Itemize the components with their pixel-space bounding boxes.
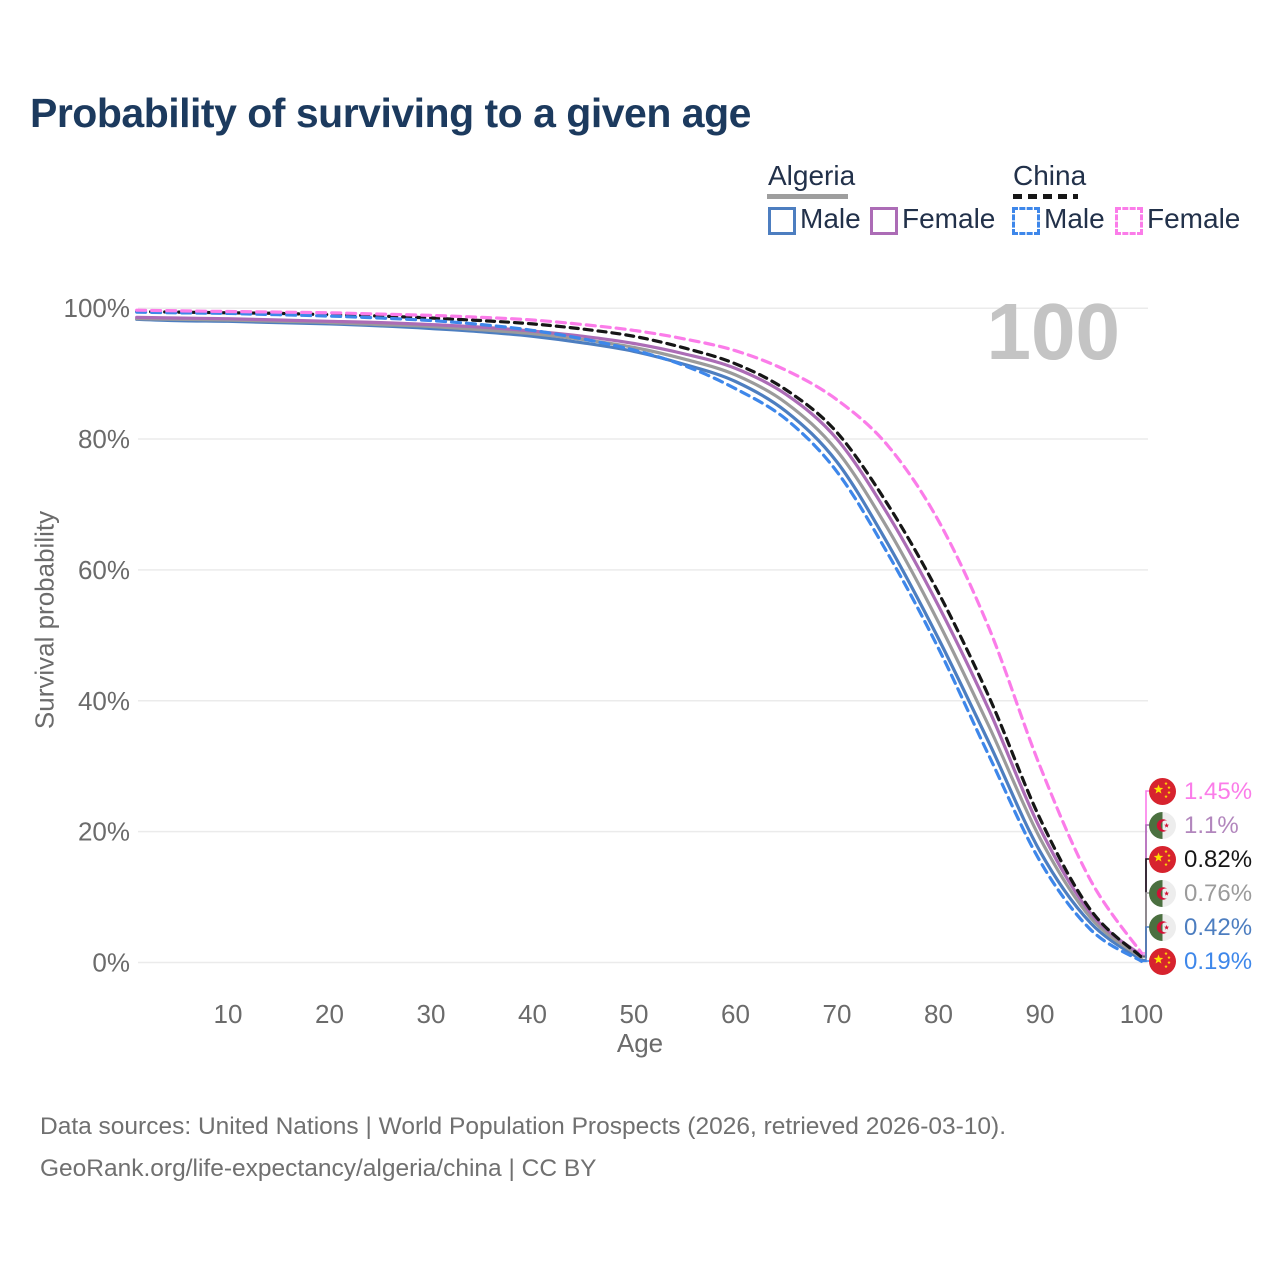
legend-underline-china [1013,194,1078,199]
end-label-row-algeria-total: 0.76% [1149,879,1252,907]
series-algeria-male-line[interactable] [135,317,1144,962]
x-tick-label: 20 [315,999,344,1029]
end-label-connector-algeria-male [1143,926,1150,961]
legend-country-china: China [1013,160,1087,191]
end-label-connector-algeria-total [1143,892,1150,959]
end-label-row-algeria-female: 1.1% [1149,811,1239,839]
legend-label-china-male[interactable]: Male [1044,203,1105,234]
end-value-label: 0.76% [1184,879,1253,907]
series-algeria-total-line[interactable] [135,317,1144,960]
age-watermark: 100 [986,287,1120,376]
end-value-label: 0.42% [1184,913,1253,941]
x-tick-label: 60 [721,999,750,1029]
x-tick-label: 40 [518,999,547,1029]
x-tick-label: 30 [417,999,446,1029]
legend-swatch-algeria-female[interactable] [870,207,898,235]
end-label-row-china-male: 0.19% [1149,947,1252,975]
algeria-flag-icon [1149,811,1176,839]
legend-underline-algeria [767,194,848,199]
series-china-female-line[interactable] [135,308,1144,955]
end-label-row-algeria-male: 0.42% [1149,913,1252,941]
y-tick-label: 20% [78,817,130,847]
y-tick-label: 40% [78,686,130,716]
footer-link: GeoRank.org/life-expectancy/algeria/chin… [40,1155,597,1182]
footer-sources: Data sources: United Nations | World Pop… [40,1113,1007,1140]
y-tick-label: 80% [78,424,130,454]
y-tick-label: 60% [78,555,130,585]
algeria-flag-icon [1149,913,1176,941]
page-title: Probability of surviving to a given age [30,90,751,136]
legend-swatch-algeria-male[interactable] [768,207,796,235]
china-flag-icon [1149,947,1176,975]
series-algeria-female-line[interactable] [135,315,1144,957]
x-tick-label: 70 [823,999,852,1029]
x-tick-label: 10 [214,999,243,1029]
legend-label-algeria-female[interactable]: Female [902,203,996,234]
end-label-row-china-total: 0.82% [1149,845,1252,873]
y-tick-label: 100% [64,293,131,323]
legend-country-algeria: Algeria [768,160,856,191]
end-value-label: 0.19% [1184,947,1253,975]
series-china-male-line[interactable] [135,310,1144,963]
footer: Data sources: United Nations | World Pop… [40,1106,1006,1190]
end-value-label: 1.1% [1184,811,1239,839]
y-tick-label: 0% [92,948,130,978]
legend-label-algeria-male[interactable]: Male [800,203,861,234]
china-flag-icon [1149,845,1176,873]
algeria-flag-icon [1149,879,1176,907]
x-tick-label: 50 [620,999,649,1029]
legend-swatch-china-female[interactable] [1115,207,1143,235]
china-flag-icon [1149,777,1176,805]
y-axis-title: Survival probability [29,510,60,730]
end-label-row-china-female: 1.45% [1149,777,1252,805]
legend-label-china-female[interactable]: Female [1147,203,1241,234]
end-value-label: 0.82% [1184,845,1253,873]
x-tick-label: 80 [924,999,953,1029]
end-value-label: 1.45% [1184,777,1253,805]
x-tick-label: 90 [1026,999,1055,1029]
legend-swatch-china-male[interactable] [1012,207,1040,235]
x-axis-title: Age [616,1028,664,1058]
x-tick-label: 100 [1120,999,1163,1029]
